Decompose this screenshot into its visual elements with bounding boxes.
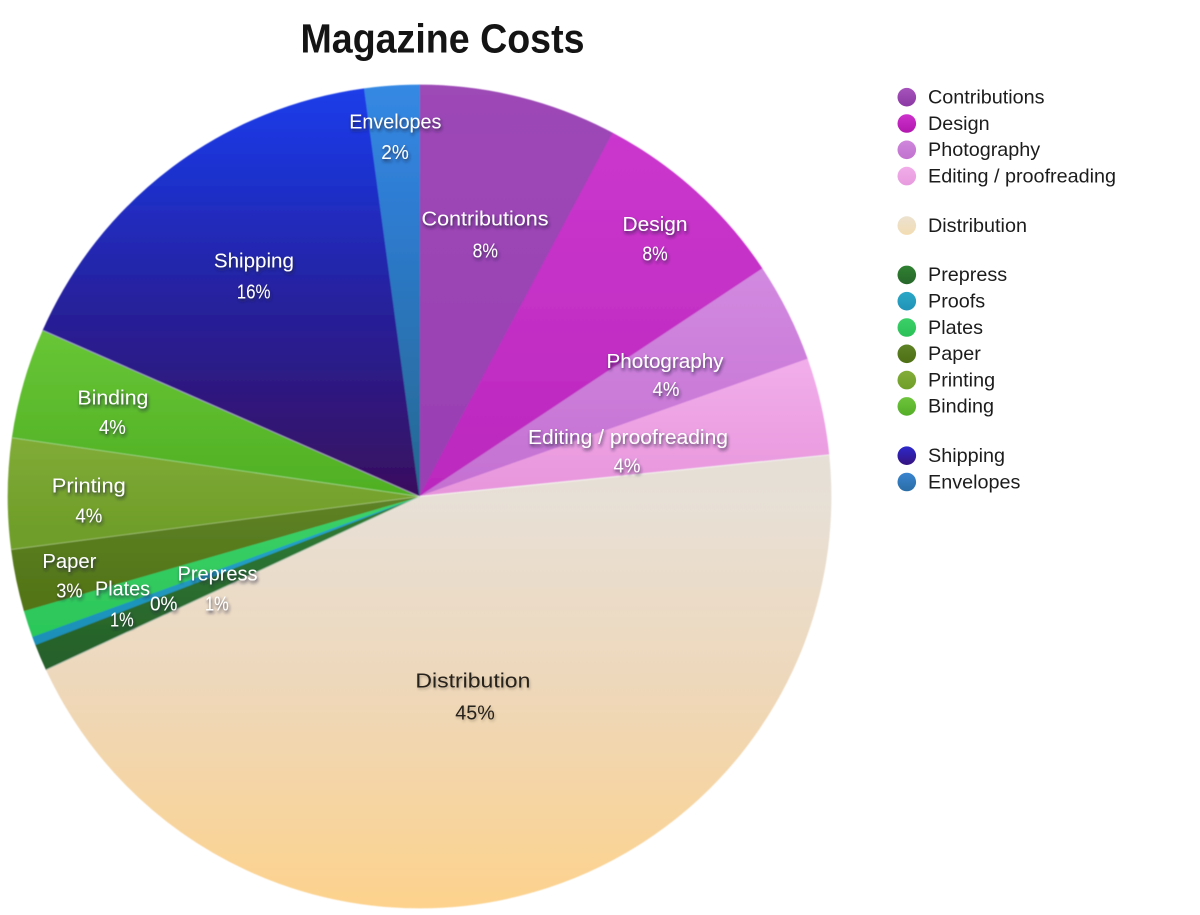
svg-text:Editing / proofreading: Editing / proofreading: [928, 165, 1116, 187]
svg-text:Plates: Plates: [928, 317, 983, 339]
svg-text:Distribution: Distribution: [928, 215, 1027, 237]
svg-text:Envelopes: Envelopes: [928, 471, 1020, 493]
svg-text:8%: 8%: [642, 243, 667, 265]
svg-text:0%: 0%: [150, 594, 178, 616]
svg-text:Prepress: Prepress: [928, 264, 1007, 286]
svg-text:Printing: Printing: [52, 476, 126, 498]
svg-text:Binding: Binding: [928, 396, 994, 418]
svg-text:16%: 16%: [237, 282, 271, 304]
svg-text:Prepress: Prepress: [178, 564, 258, 586]
svg-text:1%: 1%: [205, 594, 229, 616]
svg-text:Contributions: Contributions: [928, 87, 1045, 109]
svg-text:Envelopes: Envelopes: [349, 111, 441, 133]
svg-text:2%: 2%: [381, 142, 409, 164]
svg-text:Binding: Binding: [77, 387, 148, 409]
svg-text:Editing / proofreading: Editing / proofreading: [528, 427, 728, 449]
svg-text:3%: 3%: [56, 581, 82, 603]
svg-text:45%: 45%: [455, 703, 495, 725]
svg-text:Proofs: Proofs: [928, 291, 985, 313]
svg-text:4%: 4%: [99, 417, 126, 439]
svg-text:1%: 1%: [110, 610, 134, 632]
svg-text:Distribution: Distribution: [415, 671, 530, 693]
svg-text:Plates: Plates: [95, 579, 150, 601]
svg-text:Contributions: Contributions: [422, 209, 549, 231]
svg-text:4%: 4%: [653, 379, 680, 401]
svg-text:Design: Design: [928, 113, 990, 135]
svg-text:Design: Design: [623, 214, 688, 236]
svg-text:Photography: Photography: [928, 139, 1040, 161]
svg-text:4%: 4%: [75, 505, 102, 527]
svg-text:Shipping: Shipping: [928, 445, 1005, 467]
svg-text:Magazine Costs: Magazine Costs: [301, 16, 585, 62]
svg-text:8%: 8%: [473, 241, 498, 263]
svg-text:Paper: Paper: [42, 551, 96, 573]
svg-text:Paper: Paper: [928, 343, 981, 365]
svg-text:Printing: Printing: [928, 369, 995, 391]
svg-text:Shipping: Shipping: [214, 251, 294, 273]
svg-text:Photography: Photography: [607, 351, 724, 373]
svg-text:4%: 4%: [614, 455, 641, 477]
